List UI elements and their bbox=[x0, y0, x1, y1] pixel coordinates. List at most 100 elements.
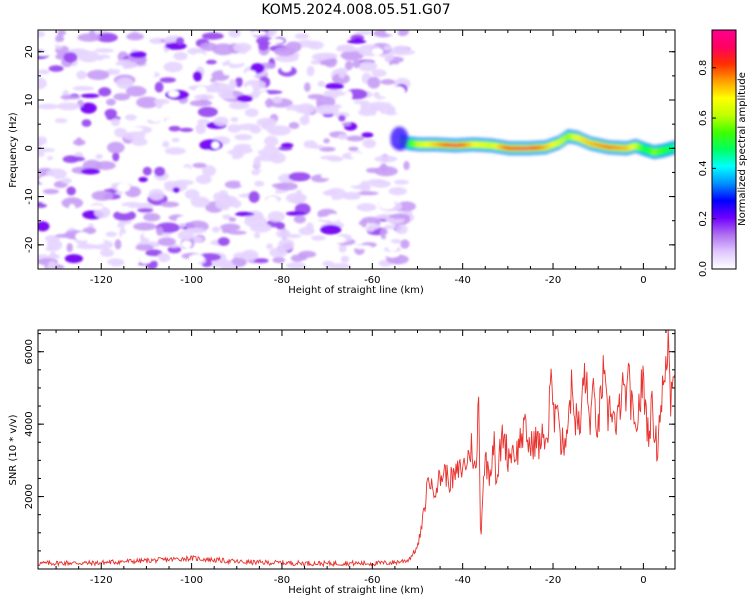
noise-gap bbox=[185, 145, 195, 150]
noise-blob bbox=[267, 211, 285, 223]
noise-gap bbox=[320, 173, 331, 179]
track-segment bbox=[641, 146, 645, 151]
noise-blob bbox=[195, 174, 212, 185]
noise-blob bbox=[201, 86, 225, 93]
noise-blob bbox=[61, 177, 72, 184]
track-segment bbox=[505, 146, 509, 150]
noise-blob bbox=[56, 102, 80, 111]
noise-blob bbox=[228, 101, 250, 110]
noise-blob bbox=[286, 262, 306, 269]
track-segment bbox=[462, 143, 466, 147]
noise-gap bbox=[326, 213, 340, 222]
noise-blob bbox=[362, 138, 377, 149]
noise-blob bbox=[112, 151, 120, 162]
noise-gap bbox=[250, 142, 265, 151]
spectrogram-x-tick-label: 0 bbox=[640, 275, 646, 286]
noise-gap bbox=[38, 175, 56, 185]
track-segment bbox=[566, 134, 570, 138]
snr-x-tick-label: -40 bbox=[454, 575, 470, 586]
track-segment bbox=[433, 142, 437, 147]
track-segment bbox=[510, 146, 514, 151]
track-segment bbox=[458, 143, 462, 147]
noise-blob bbox=[269, 247, 288, 258]
noise-blob bbox=[341, 191, 362, 199]
track-segment bbox=[428, 142, 432, 147]
noise-blob bbox=[396, 30, 409, 37]
track-segment bbox=[426, 142, 430, 147]
track-segment bbox=[530, 146, 534, 150]
noise-blob bbox=[310, 60, 321, 65]
noise-blob bbox=[234, 134, 253, 141]
track-segment bbox=[550, 143, 554, 147]
noise-gap bbox=[385, 30, 399, 35]
track-segment bbox=[672, 145, 675, 150]
noise-gap bbox=[38, 51, 52, 57]
spectrogram-x-tick-label: -40 bbox=[454, 275, 470, 286]
track-segment bbox=[501, 145, 505, 149]
noise-gap bbox=[344, 90, 353, 101]
noise-blob bbox=[288, 122, 300, 129]
noise-gap bbox=[385, 251, 400, 258]
noise-blob bbox=[236, 95, 253, 103]
noise-blob bbox=[390, 239, 402, 244]
noise-blob bbox=[212, 43, 235, 56]
noise-gap bbox=[268, 38, 284, 44]
track-segment bbox=[645, 148, 649, 152]
noise-blob bbox=[159, 77, 176, 83]
noise-blob bbox=[167, 245, 182, 254]
track-segment bbox=[419, 142, 423, 147]
track-segment bbox=[503, 145, 507, 150]
track-segment bbox=[413, 142, 417, 146]
noise-blob bbox=[403, 160, 410, 171]
track-segment bbox=[580, 137, 584, 142]
noise-gap bbox=[109, 65, 124, 70]
snr-x-tick-label: -60 bbox=[364, 575, 380, 586]
noise-blob bbox=[278, 238, 295, 251]
noise-blob bbox=[323, 138, 330, 144]
snr-background bbox=[38, 330, 675, 569]
noise-gap bbox=[358, 256, 373, 263]
noise-blob bbox=[327, 156, 344, 162]
noise-gap bbox=[176, 216, 189, 224]
track-segment bbox=[460, 143, 464, 147]
spectrogram-x-axis-label: Height of straight line (km) bbox=[288, 285, 424, 296]
noise-blob bbox=[315, 104, 340, 115]
spectrogram-x-tick-label: -120 bbox=[90, 275, 113, 286]
track-segment bbox=[618, 146, 622, 150]
colorbar-ticks: 0.0 0.2 0.4 0.6 0.8 bbox=[698, 60, 716, 277]
track-segment bbox=[668, 147, 672, 151]
noise-blob bbox=[47, 260, 57, 269]
track-segment bbox=[464, 143, 468, 147]
track-segment bbox=[539, 145, 543, 150]
noise-blob bbox=[168, 125, 181, 132]
noise-blob bbox=[244, 215, 268, 228]
noise-gap bbox=[41, 128, 51, 135]
noise-blob bbox=[135, 244, 154, 251]
noise-blob bbox=[370, 180, 391, 188]
track-segment bbox=[537, 145, 541, 150]
noise-gap bbox=[220, 153, 233, 163]
noise-blob bbox=[54, 118, 68, 124]
noise-gap bbox=[107, 132, 116, 141]
noise-gap bbox=[378, 98, 396, 103]
noise-gap bbox=[144, 69, 155, 79]
noise-gap bbox=[61, 134, 74, 143]
track-segment bbox=[647, 148, 651, 153]
noise-gap bbox=[126, 256, 140, 266]
noise-gap bbox=[202, 149, 214, 158]
track-segment bbox=[625, 146, 629, 151]
track-segment bbox=[568, 134, 572, 139]
track-segment bbox=[489, 143, 493, 148]
noise-blob bbox=[125, 85, 147, 97]
snr-x-tick-label: 0 bbox=[640, 575, 646, 586]
snr-x-axis-label: Height of straight line (km) bbox=[288, 585, 424, 596]
noise-blob bbox=[367, 76, 381, 89]
noise-blob bbox=[44, 235, 60, 243]
colorbar-tick-label: 0.8 bbox=[698, 60, 709, 76]
noise-blob bbox=[80, 102, 97, 114]
noise-blob bbox=[164, 147, 186, 155]
noise-gap bbox=[68, 204, 76, 213]
noise-gap bbox=[240, 179, 249, 188]
noise-gap bbox=[289, 221, 297, 230]
track-segment bbox=[629, 145, 633, 149]
